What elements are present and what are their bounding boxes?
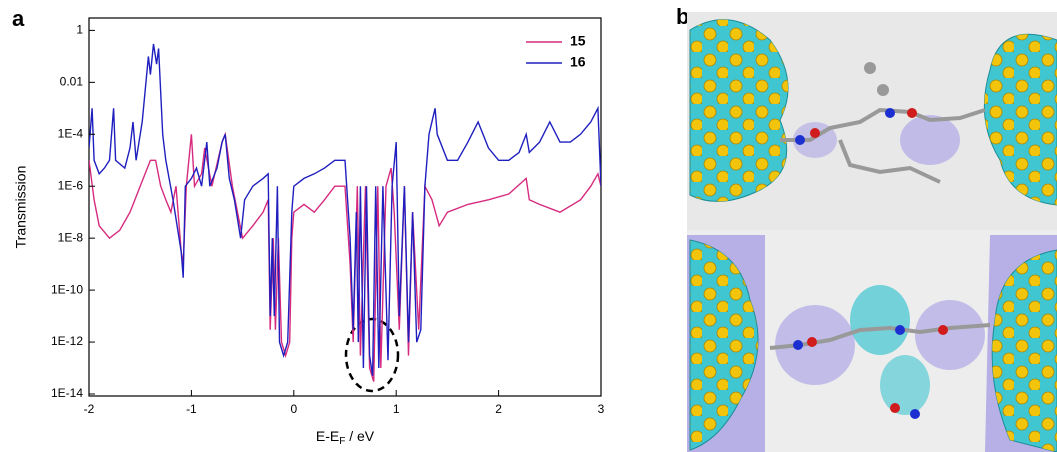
legend-label: 15 (570, 33, 586, 49)
y-tick-label: 1E-4 (58, 126, 84, 140)
y-tick-label: 1E-6 (58, 178, 84, 192)
x-tick-label: 2 (495, 402, 502, 416)
x-tick-label: 3 (598, 402, 605, 416)
series-group (89, 43, 601, 382)
y-tick-label: 0.01 (60, 75, 84, 89)
y-tick-label: 1E-12 (51, 334, 83, 348)
panel-label: b (676, 4, 689, 29)
y-tick-label: 1E-14 (51, 386, 83, 400)
x-tick-label: 0 (290, 402, 297, 416)
y-tick-label: 1E-10 (51, 282, 83, 296)
x-axis-label: E-EF / eV (316, 428, 375, 447)
legend-label: 16 (570, 54, 586, 70)
panel-label: a (12, 6, 25, 31)
series-line (89, 131, 601, 382)
y-axis-label: Transmission (13, 166, 29, 249)
x-tick-label: -1 (186, 402, 197, 416)
highlight-ellipse (344, 317, 400, 393)
series-line (89, 43, 601, 376)
y-tick-label: 1 (76, 23, 83, 37)
plot (89, 43, 601, 382)
x-tick-label: 1 (393, 402, 400, 416)
y-tick-label: 1E-8 (58, 230, 84, 244)
x-tick-label: -2 (84, 402, 95, 416)
molecule-panel (687, 12, 1057, 452)
plot-frame (88, 17, 602, 397)
